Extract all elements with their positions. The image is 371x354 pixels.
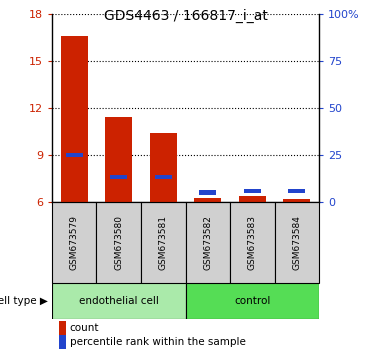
- FancyBboxPatch shape: [52, 202, 96, 283]
- Bar: [239, 196, 266, 202]
- Bar: [150, 133, 177, 202]
- FancyBboxPatch shape: [186, 202, 230, 283]
- Bar: [110, 175, 127, 179]
- FancyBboxPatch shape: [141, 202, 186, 283]
- Bar: [283, 199, 310, 202]
- FancyBboxPatch shape: [230, 202, 275, 283]
- Text: cell type ▶: cell type ▶: [0, 296, 48, 306]
- Text: GSM673584: GSM673584: [292, 215, 301, 270]
- Bar: [244, 189, 261, 193]
- Bar: [199, 190, 216, 195]
- FancyBboxPatch shape: [275, 202, 319, 283]
- Bar: [105, 118, 132, 202]
- Text: GSM673583: GSM673583: [248, 215, 257, 270]
- Text: GDS4463 / 166817_i_at: GDS4463 / 166817_i_at: [104, 9, 267, 23]
- Text: GSM673580: GSM673580: [114, 215, 123, 270]
- Text: GSM673582: GSM673582: [203, 215, 212, 270]
- Bar: [194, 198, 221, 202]
- Text: control: control: [234, 296, 270, 306]
- Bar: [66, 153, 83, 157]
- FancyBboxPatch shape: [96, 202, 141, 283]
- Bar: [61, 36, 88, 202]
- Text: GSM673579: GSM673579: [70, 215, 79, 270]
- Text: count: count: [70, 322, 99, 332]
- Bar: [288, 189, 305, 193]
- FancyBboxPatch shape: [52, 283, 186, 319]
- Text: endothelial cell: endothelial cell: [79, 296, 159, 306]
- Bar: [155, 175, 172, 179]
- Text: GSM673581: GSM673581: [159, 215, 168, 270]
- Text: percentile rank within the sample: percentile rank within the sample: [70, 337, 246, 347]
- FancyBboxPatch shape: [186, 283, 319, 319]
